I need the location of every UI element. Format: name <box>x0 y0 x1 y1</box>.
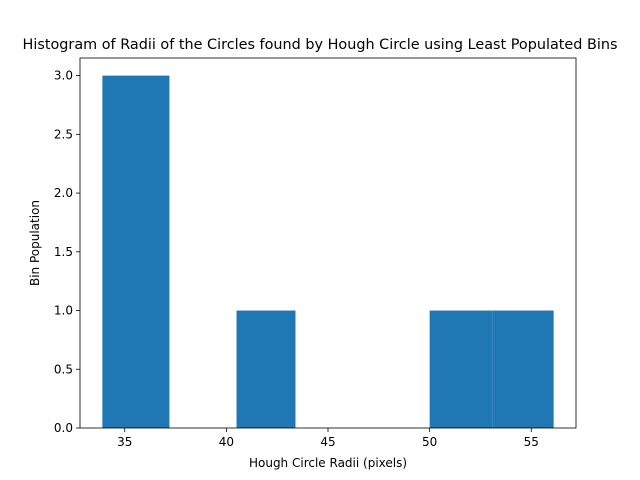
y-tick-label: 1.5 <box>54 245 73 259</box>
histogram-bar <box>429 310 493 428</box>
y-axis-label: Bin Population <box>28 200 42 286</box>
y-tick-label: 2.5 <box>54 127 73 141</box>
x-tick-label: 40 <box>219 435 234 449</box>
bars-group <box>102 75 554 428</box>
y-tick-label: 1.0 <box>54 304 73 318</box>
x-tick-label: 45 <box>320 435 335 449</box>
y-tick-label: 3.0 <box>54 69 73 83</box>
x-tick-label: 50 <box>422 435 437 449</box>
x-axis-ticks: 35 40 45 50 55 <box>117 428 539 449</box>
chart-title: Histogram of Radii of the Circles found … <box>23 37 618 53</box>
x-axis-label: Hough Circle Radii (pixels) <box>249 456 407 470</box>
histogram-bar <box>492 310 554 428</box>
histogram-bar <box>236 310 296 428</box>
histogram-bar <box>102 75 170 428</box>
y-axis-ticks: 0.0 0.5 1.0 1.5 2.0 2.5 3.0 <box>54 69 80 435</box>
y-tick-label: 0.5 <box>54 362 73 376</box>
y-tick-label: 2.0 <box>54 186 73 200</box>
x-tick-label: 55 <box>524 435 539 449</box>
y-tick-label: 0.0 <box>54 421 73 435</box>
x-tick-label: 35 <box>117 435 132 449</box>
